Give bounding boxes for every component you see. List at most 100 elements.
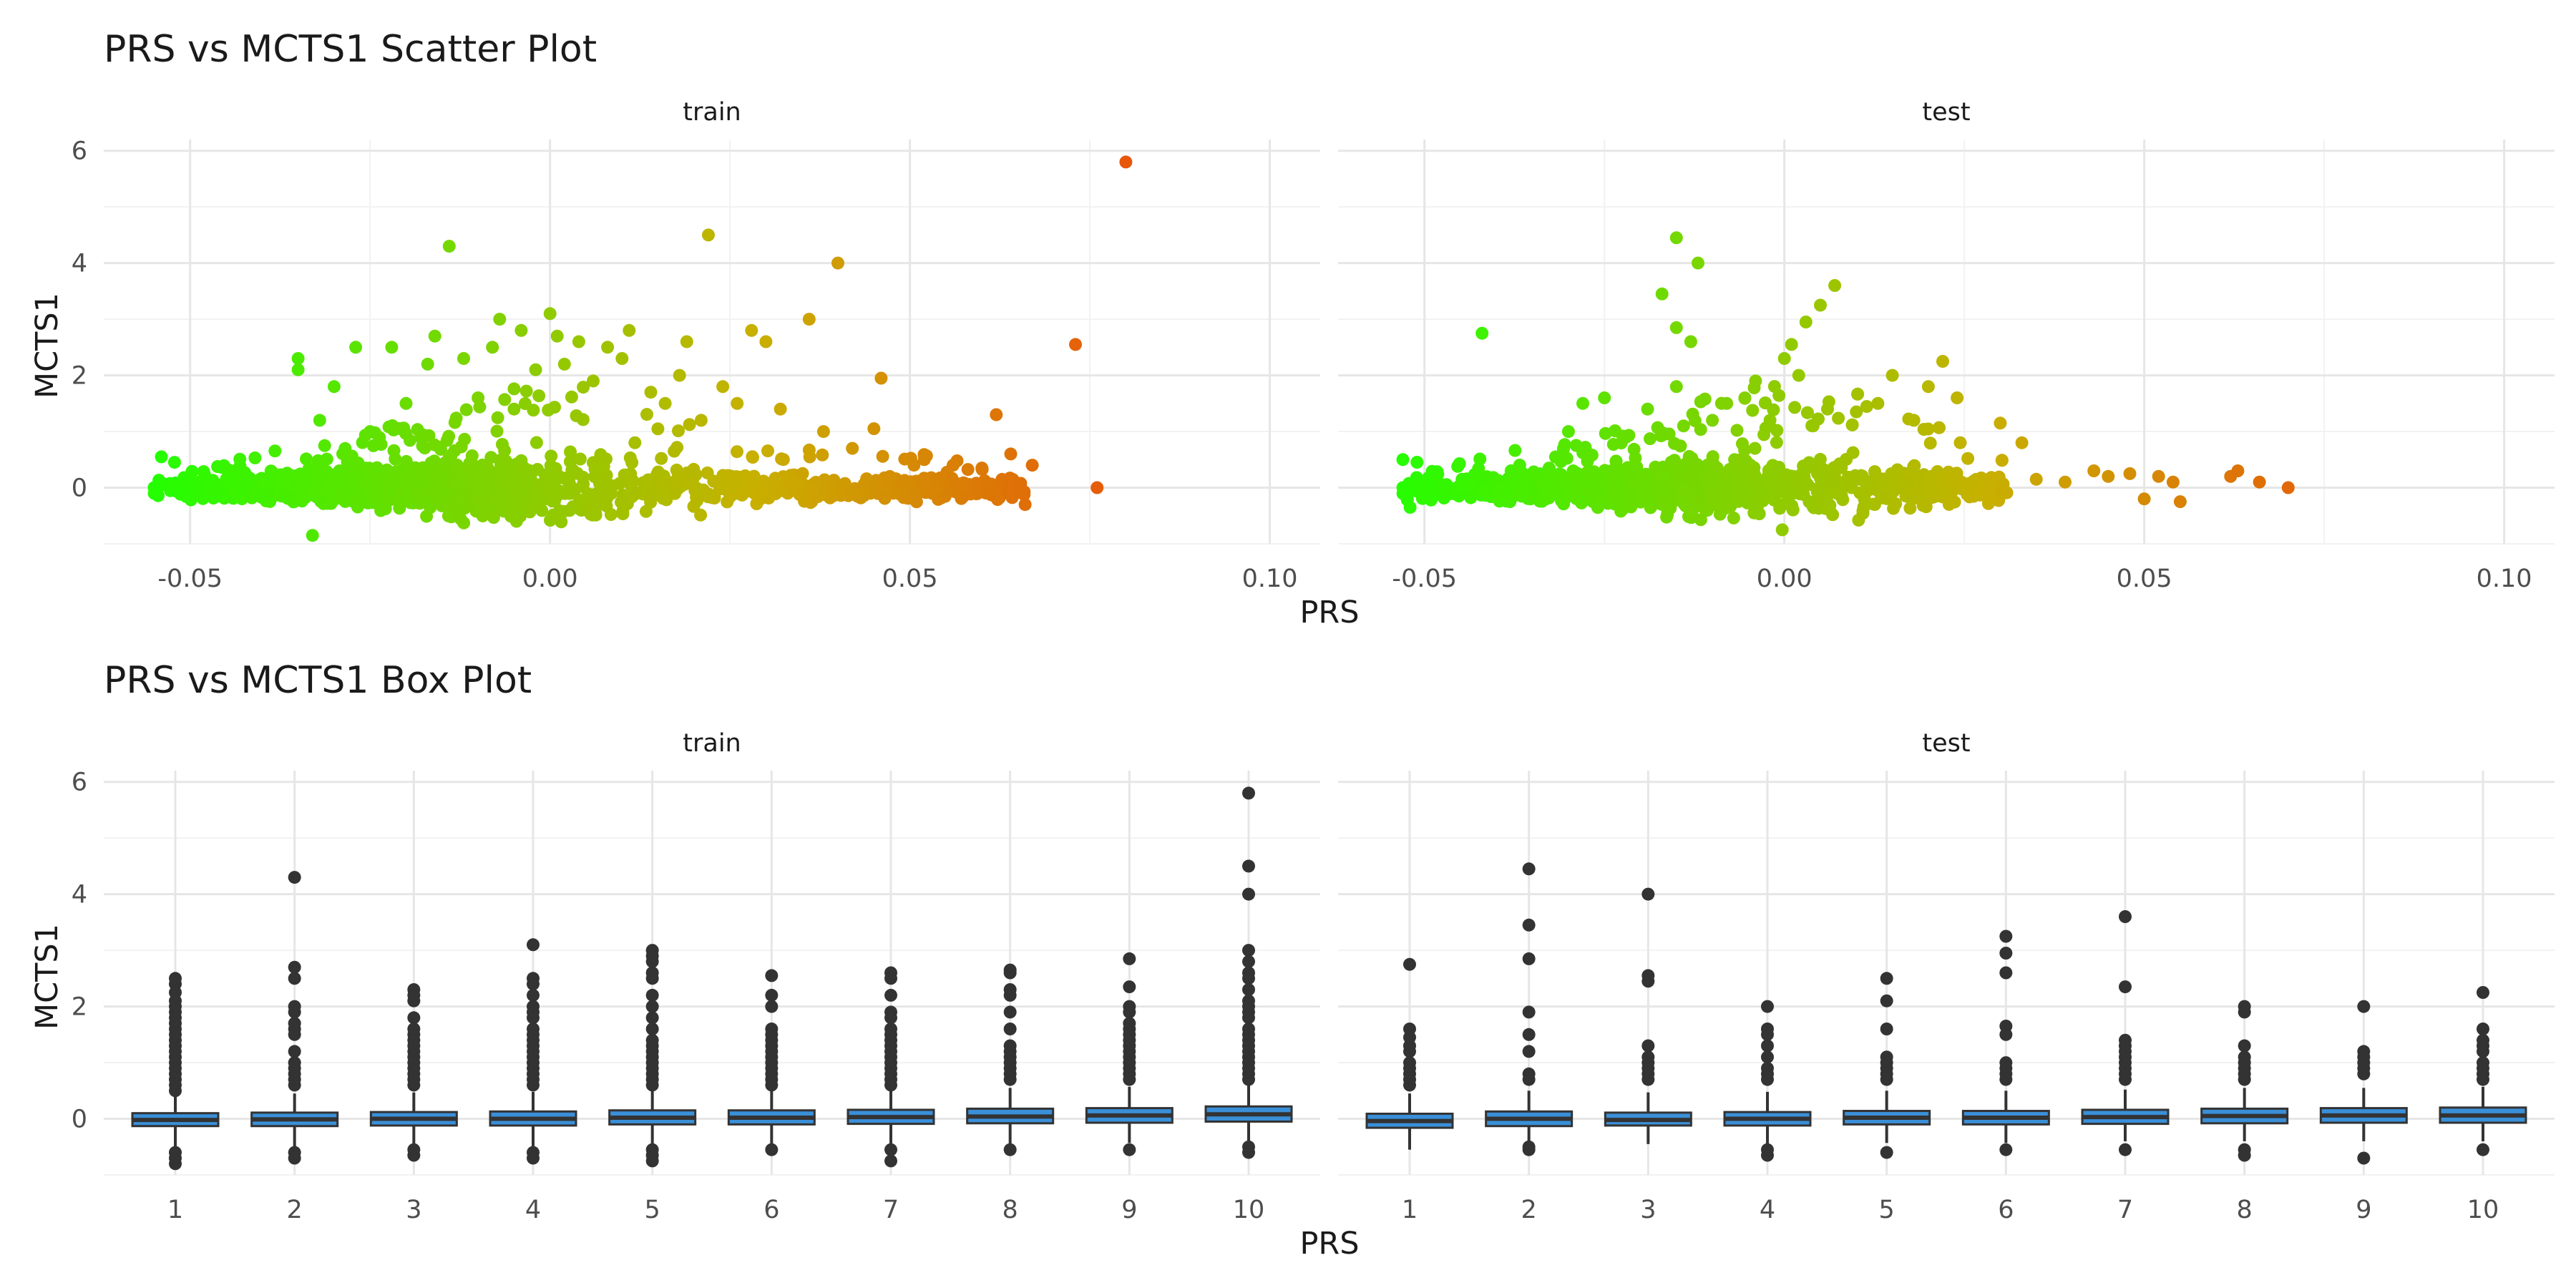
scatter-point	[907, 459, 921, 472]
box-outlier	[407, 1011, 421, 1025]
scatter-point	[1864, 480, 1878, 494]
box-y-tick-label: 2	[72, 993, 87, 1022]
box-x-tick-label: 10	[1233, 1196, 1265, 1224]
scatter-point	[1453, 457, 1466, 471]
scatter-point	[474, 470, 488, 484]
box-outlier	[1641, 887, 1655, 901]
scatter-point	[1832, 411, 1845, 425]
box-facet-label-test: test	[1922, 729, 1970, 758]
scatter-point	[258, 477, 271, 490]
scatter-point	[1677, 419, 1690, 433]
scatter-point	[557, 357, 571, 371]
scatter-point	[644, 386, 658, 399]
box-outlier	[1880, 1023, 1893, 1035]
box-outlier	[1003, 988, 1017, 1002]
scatter-point	[1641, 402, 1654, 416]
scatter-point	[846, 441, 859, 455]
box-outlier	[2119, 1143, 2132, 1156]
box-outlier	[1242, 859, 1255, 873]
scatter-point	[1951, 391, 1964, 404]
scatter-point	[424, 456, 438, 469]
scatter-point	[1885, 369, 1899, 382]
scatter-point	[816, 425, 830, 439]
scatter-point	[514, 323, 528, 337]
scatter-point	[487, 511, 500, 525]
box-outlier	[1123, 1005, 1136, 1019]
scatter-point	[1856, 507, 1870, 520]
scatter-point	[1927, 490, 1940, 504]
scatter-point	[174, 487, 187, 501]
scatter-point	[1606, 438, 1620, 451]
scatter-point	[411, 423, 424, 436]
scatter-point	[628, 436, 642, 449]
scatter-point	[917, 472, 931, 485]
scatter-point	[1091, 481, 1104, 494]
scatter-point	[389, 452, 402, 466]
scatter-point	[867, 422, 881, 436]
scatter-point	[762, 492, 776, 504]
scatter-point	[1419, 489, 1433, 503]
scatter-point	[668, 444, 681, 458]
scatter-point	[1773, 498, 1787, 512]
scatter-point	[476, 509, 489, 522]
scatter-point	[1553, 487, 1566, 500]
scatter-point	[465, 449, 479, 462]
box-outlier	[1403, 1078, 1416, 1092]
box-outlier	[1003, 1143, 1017, 1156]
scatter-point	[1880, 490, 1893, 504]
scatter-point	[1570, 492, 1584, 506]
scatter-point	[274, 468, 288, 482]
scatter-point	[1961, 452, 1975, 465]
scatter-point	[970, 480, 983, 494]
scatter-point	[484, 451, 498, 464]
scatter-point	[796, 467, 809, 480]
scatter-point	[2015, 436, 2029, 449]
scatter-point	[1004, 447, 1018, 461]
scatter-point	[1616, 502, 1629, 516]
scatter-point	[545, 449, 558, 463]
scatter-point	[876, 449, 889, 463]
box-outlier	[1123, 952, 1136, 965]
scatter-point	[155, 450, 168, 464]
box-outlier	[1003, 1023, 1017, 1035]
box-x-tick-label: 5	[1879, 1196, 1895, 1224]
scatter-point	[1549, 450, 1562, 464]
box-x-tick-label: 4	[525, 1196, 541, 1224]
scatter-point	[1472, 462, 1485, 475]
box-outlier	[407, 1148, 421, 1162]
box-x-tick-label: 1	[167, 1196, 183, 1224]
box-outlier	[2119, 1073, 2132, 1086]
scatter-point	[1747, 461, 1761, 474]
scatter-x-tick-label: -0.05	[157, 565, 223, 593]
scatter-point	[1644, 432, 1657, 446]
scatter-point	[694, 414, 708, 427]
scatter-point	[1846, 446, 1860, 459]
box-x-tick-label: 6	[763, 1196, 779, 1224]
scatter-point	[493, 313, 507, 326]
scatter-point	[403, 434, 416, 447]
scatter-point	[726, 474, 739, 488]
scatter-point	[1788, 401, 1802, 414]
box-outlier	[1641, 975, 1655, 988]
scatter-point	[668, 487, 682, 500]
scatter-y-axis-label: MCTS1	[29, 293, 65, 399]
scatter-point	[1777, 352, 1791, 365]
scatter-point	[1705, 469, 1719, 482]
scatter-point	[747, 469, 761, 483]
scatter-point	[991, 493, 1005, 507]
scatter-point	[1821, 402, 1834, 416]
box-x-tick-label: 4	[1760, 1196, 1775, 1224]
scatter-point	[1933, 472, 1946, 485]
scatter-point	[1770, 424, 1784, 437]
scatter-title: PRS vs MCTS1 Scatter Plot	[104, 28, 597, 71]
scatter-point	[1883, 477, 1896, 491]
box-outlier	[2238, 1005, 2251, 1019]
scatter-point	[1860, 400, 1873, 414]
scatter-point	[802, 443, 816, 457]
scatter-point	[767, 478, 780, 492]
scatter-point	[1737, 455, 1750, 469]
scatter-point	[475, 494, 489, 508]
scatter-point	[430, 486, 444, 499]
scatter-point	[454, 512, 467, 526]
scatter-point	[816, 448, 829, 462]
